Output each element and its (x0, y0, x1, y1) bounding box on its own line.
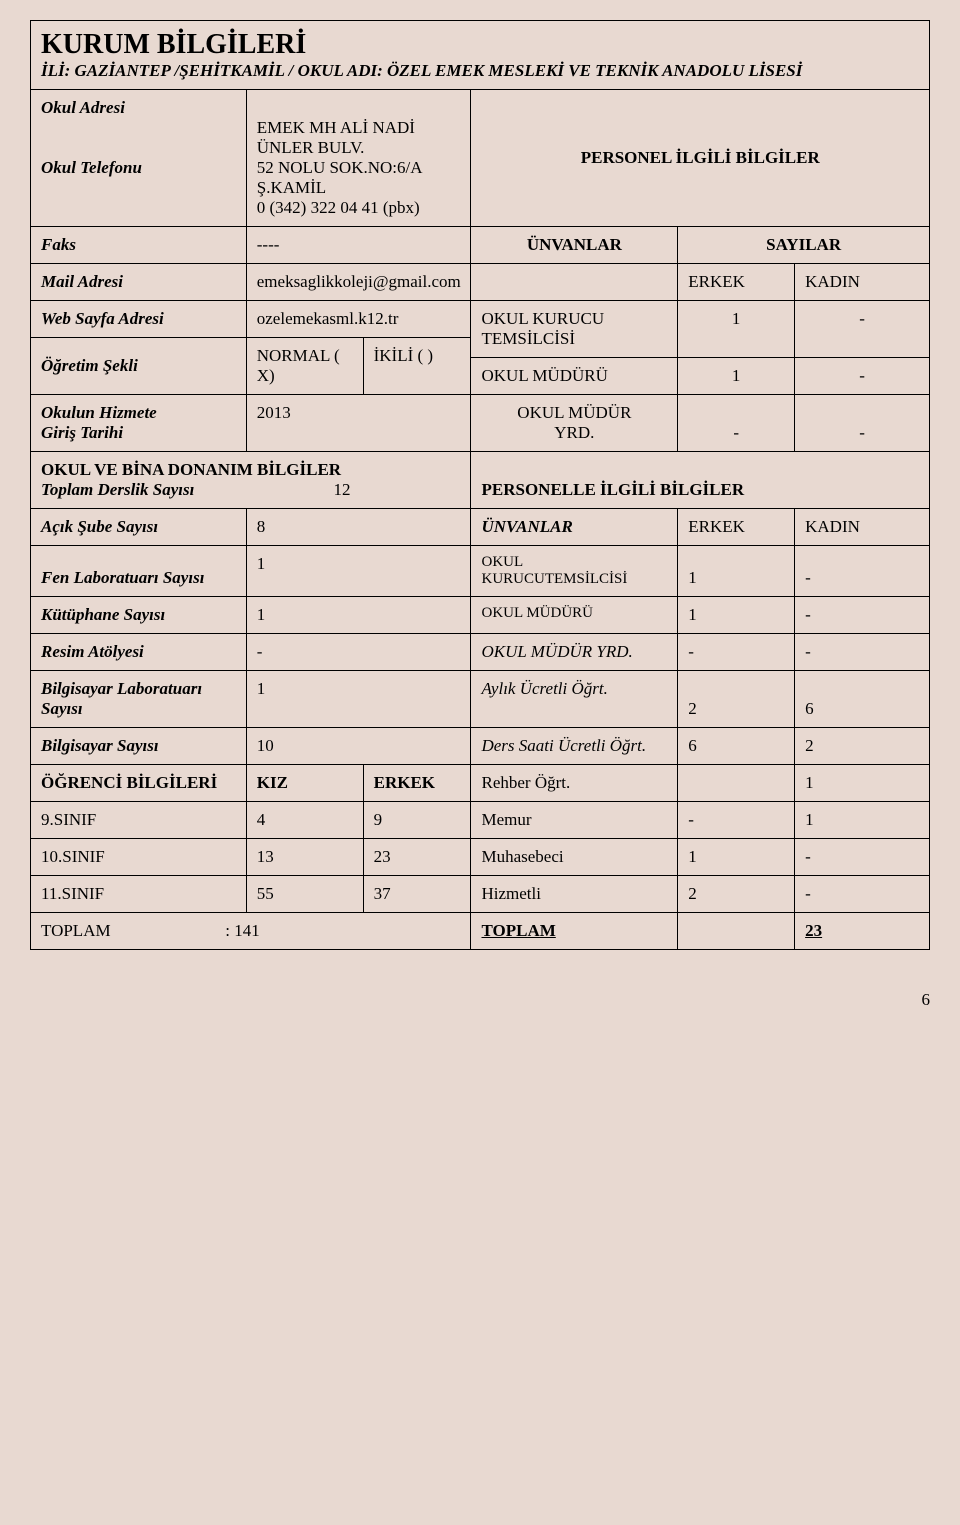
fen-kadin: - (795, 546, 930, 597)
s10-label: 10.SINIF (31, 839, 247, 876)
mudur-erkek: 1 (678, 358, 795, 395)
fen-erkek: 1 (678, 546, 795, 597)
kiz-heading: KIZ (246, 765, 363, 802)
mudur-yrd1: OKUL MÜDÜR (517, 403, 631, 422)
sayilar-heading: SAYILAR (678, 227, 930, 264)
resim-value: - (246, 634, 471, 671)
unvanlar-heading: ÜNVANLAR (471, 227, 678, 264)
erkek-heading2: ERKEK (363, 765, 471, 802)
yrd-erkek: - (678, 395, 795, 452)
okul-kurucu1: OKUL KURUCU (481, 309, 604, 328)
toplam-derslik-label: Toplam Derslik Sayısı (41, 480, 194, 500)
toplam-value: : 141 (225, 921, 259, 940)
fen-lab-value: 1 (246, 546, 471, 597)
bilg-lab-role: Aylık Ücretli Öğrt. (471, 671, 678, 728)
s11-label: 11.SINIF (31, 876, 247, 913)
okul-adresi-value1: EMEK MH ALİ NADİ ÜNLER BULV. (257, 118, 415, 157)
s11-kiz: 55 (246, 876, 363, 913)
bilg-say-role: Ders Saati Ücretli Öğrt. (471, 728, 678, 765)
okul-telefonu-label: Okul Telefonu (41, 158, 142, 177)
erkek2: ERKEK (678, 509, 795, 546)
s11-erkek: 37 (363, 876, 471, 913)
kadin2: KADIN (795, 509, 930, 546)
muh-e: 1 (678, 839, 795, 876)
rehber-k: 1 (795, 765, 930, 802)
ogrenci-heading: ÖĞRENCİ BİLGİLERİ (31, 765, 247, 802)
kurucu-kadin: - (795, 301, 930, 358)
rehber-e (678, 765, 795, 802)
unvanlar2: ÜNVANLAR (471, 509, 678, 546)
okul-telefonu-value: 0 (342) 322 04 41 (pbx) (257, 198, 420, 217)
ikili-label: İKİLİ ( ) (363, 338, 471, 395)
web-label: Web Sayfa Adresi (31, 301, 247, 338)
fen-lab-label: Fen Laboratuarı Sayısı (31, 546, 247, 597)
hizmete-label1: Okulun Hizmete (41, 403, 157, 422)
bilg-lab-kadin: 6 (795, 671, 930, 728)
bilg-lab-erkek: 2 (678, 671, 795, 728)
kutuphane-label: Kütüphane Sayısı (31, 597, 247, 634)
erkek-heading: ERKEK (678, 264, 795, 301)
mudur-yrd2: YRD. (554, 423, 594, 442)
bilg-say-label: Bilgisayar Sayısı (31, 728, 247, 765)
acik-sube-label: Açık Şube Sayısı (31, 509, 247, 546)
bilg-say-kadin: 2 (795, 728, 930, 765)
okul-muduru: OKUL MÜDÜRÜ (471, 358, 678, 395)
yrd-kadin: - (795, 395, 930, 452)
s9-label: 9.SINIF (31, 802, 247, 839)
memur-label: Memur (471, 802, 678, 839)
institution-table: KURUM BİLGİLERİ İLİ: GAZİANTEP /ŞEHİTKAM… (30, 20, 930, 950)
memur-k: 1 (795, 802, 930, 839)
muh-k: - (795, 839, 930, 876)
s10-kiz: 13 (246, 839, 363, 876)
page-number: 6 (30, 990, 930, 1010)
toplam-label: TOPLAM (41, 921, 221, 941)
personel-heading: PERSONEL İLGİLİ BİLGİLER (581, 148, 820, 167)
bilg-say-erkek: 6 (678, 728, 795, 765)
bilg-lab-value: 1 (246, 671, 471, 728)
bilg-say-value: 10 (246, 728, 471, 765)
subtitle: İLİ: GAZİANTEP /ŞEHİTKAMİL / OKUL ADI: Ö… (41, 61, 802, 80)
kutuphane-value: 1 (246, 597, 471, 634)
fen-role: OKUL KURUCUTEMSİLCİSİ (471, 546, 678, 597)
s10-erkek: 23 (363, 839, 471, 876)
kut-role: OKUL MÜDÜRÜ (471, 597, 678, 634)
kut-erkek: 1 (678, 597, 795, 634)
resim-role: OKUL MÜDÜR YRD. (471, 634, 678, 671)
mail-value: emeksaglikkoleji@gmail.com (246, 264, 471, 301)
rehber-label: Rehber Öğrt. (471, 765, 678, 802)
hizmete-label2: Giriş Tarihi (41, 423, 123, 442)
resim-erkek: - (678, 634, 795, 671)
faks-label: Faks (31, 227, 247, 264)
mail-label: Mail Adresi (31, 264, 247, 301)
bilg-lab-label: Bilgisayar Laboratuarı Sayısı (31, 671, 247, 728)
main-title: KURUM BİLGİLERİ (41, 29, 306, 60)
web-value: ozelemekasml.k12.tr (246, 301, 471, 338)
hiz-e: 2 (678, 876, 795, 913)
memur-e: - (678, 802, 795, 839)
toplam-r: TOPLAM (471, 913, 678, 950)
hizmetli-label: Hizmetli (471, 876, 678, 913)
resim-label: Resim Atölyesi (31, 634, 247, 671)
toplam-rv: 23 (795, 913, 930, 950)
faks-value: ---- (246, 227, 471, 264)
resim-kadin: - (795, 634, 930, 671)
toplam-derslik-value: 12 (333, 480, 460, 500)
hizmete-value: 2013 (246, 395, 471, 452)
kadin-heading: KADIN (795, 264, 930, 301)
kut-kadin: - (795, 597, 930, 634)
s9-erkek: 9 (363, 802, 471, 839)
mudur-kadin: - (795, 358, 930, 395)
okul-adresi-label: Okul Adresi (41, 98, 125, 117)
personelle-heading: PERSONELLE İLGİLİ BİLGİLER (471, 452, 930, 509)
ogretim-label: Öğretim Şekli (31, 338, 247, 395)
hiz-k: - (795, 876, 930, 913)
normal-label: NORMAL ( X) (246, 338, 363, 395)
okul-kurucu2: TEMSİLCİSİ (481, 329, 575, 348)
muhasebeci-label: Muhasebeci (471, 839, 678, 876)
kurucu-erkek: 1 (678, 301, 795, 358)
okul-adresi-value2: 52 NOLU SOK.NO:6/A Ş.KAMİL (257, 158, 422, 197)
acik-sube-value: 8 (246, 509, 471, 546)
donanim-heading: OKUL VE BİNA DONANIM BİLGİLER (41, 460, 341, 479)
s9-kiz: 4 (246, 802, 363, 839)
